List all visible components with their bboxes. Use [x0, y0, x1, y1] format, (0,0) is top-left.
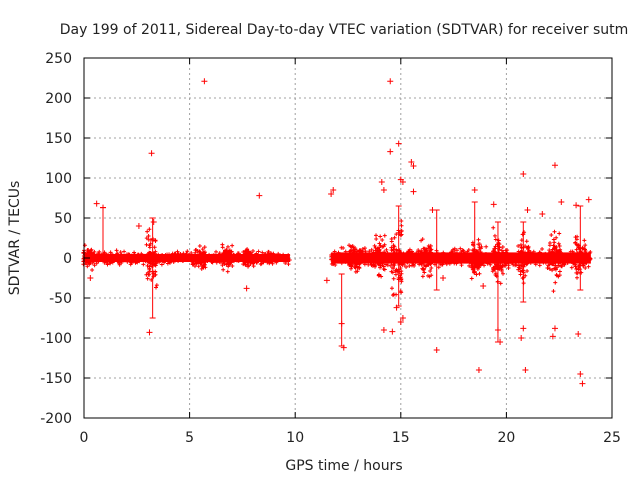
data-point-outlier — [243, 285, 250, 292]
data-point-outlier — [100, 204, 107, 211]
data-point-outlier — [520, 171, 527, 177]
data-point-outlier — [539, 211, 546, 217]
y-tick-label: -100 — [40, 331, 72, 347]
data-point-outlier — [518, 335, 525, 341]
data-point-outlier — [399, 315, 406, 321]
data-point-outlier — [410, 188, 417, 195]
data-point-outlier — [429, 207, 436, 213]
y-tick-label: 50 — [54, 211, 72, 227]
data-point-outlier — [573, 202, 580, 209]
data-point-outlier — [490, 201, 497, 208]
data-point-outlier — [146, 329, 153, 336]
data-point-outlier — [135, 223, 142, 229]
x-tick-label: 10 — [286, 430, 304, 446]
data-point-outlier — [87, 275, 94, 281]
y-tick-label: -50 — [49, 291, 72, 307]
data-point-outlier — [440, 275, 447, 281]
data-point-outlier — [551, 162, 558, 169]
data-point-outlier — [575, 331, 582, 337]
y-tick-label: -200 — [40, 411, 72, 427]
data-point-outlier — [389, 328, 396, 335]
data-series — [81, 78, 593, 387]
x-tick-label: 20 — [497, 430, 515, 446]
data-point-outlier — [323, 277, 330, 284]
data-point-outlier — [520, 325, 527, 332]
plot-frame — [83, 57, 613, 419]
data-point-outlier — [549, 333, 556, 340]
y-tick-label: 100 — [45, 171, 72, 187]
y-tick-label: 250 — [45, 51, 72, 67]
data-point-cloud — [81, 219, 593, 298]
data-point-outlier — [256, 192, 263, 199]
data-point-outlier — [338, 320, 345, 327]
y-tick-label: -150 — [40, 371, 72, 387]
data-point-outlier — [150, 219, 157, 225]
data-point-outlier — [497, 339, 504, 345]
y-tick-label: 200 — [45, 91, 72, 107]
data-point-outlier — [148, 150, 155, 157]
axis-ticks: 0 5 10 15 20 25 -200 -150 -100 -50 0 50 100 150 200 250 — [40, 51, 621, 446]
data-point-outlier — [551, 325, 558, 332]
data-point-outlier — [387, 148, 394, 155]
data-point-outlier — [585, 196, 592, 203]
x-tick-label: 25 — [603, 430, 621, 446]
data-point-outlier — [579, 380, 586, 387]
y-tick-label: 150 — [45, 131, 72, 147]
data-point-outlier — [480, 283, 487, 289]
data-point-outlier — [380, 187, 387, 193]
data-point-outlier — [328, 191, 335, 197]
data-point-outlier — [433, 347, 440, 353]
data-point-outlier — [378, 179, 385, 185]
dense-data-band — [331, 252, 591, 264]
data-point-outlier — [330, 187, 337, 193]
x-tick-label: 0 — [80, 430, 89, 446]
data-point-outlier — [395, 140, 402, 147]
data-point-outlier — [387, 78, 394, 85]
data-point-outlier — [93, 200, 100, 207]
data-point-outlier — [410, 163, 417, 169]
grid-lines — [84, 58, 612, 418]
data-point-outlier — [577, 371, 584, 377]
x-axis-label: GPS time / hours — [285, 458, 402, 474]
chart-title: Day 199 of 2011, Sidereal Day-to-day VTE… — [60, 22, 629, 38]
y-tick-label: 0 — [63, 251, 72, 267]
x-tick-label: 5 — [185, 430, 194, 446]
data-point-outlier — [494, 327, 501, 333]
data-point-outlier — [380, 327, 387, 333]
data-point-outlier — [201, 78, 208, 85]
data-point-outlier — [471, 187, 478, 193]
x-tick-label: 15 — [392, 430, 410, 446]
data-point-outlier — [524, 207, 531, 213]
data-point-outlier — [340, 344, 347, 351]
data-point-outlier — [408, 159, 415, 165]
data-point-outlier — [522, 367, 529, 373]
data-point-outlier — [558, 199, 565, 205]
data-point-outlier — [393, 304, 400, 311]
data-point-outlier — [475, 367, 482, 373]
y-axis-label: SDTVAR / TECUs — [7, 181, 23, 296]
data-point-outlier — [399, 179, 406, 185]
data-point-outlier — [397, 319, 404, 325]
